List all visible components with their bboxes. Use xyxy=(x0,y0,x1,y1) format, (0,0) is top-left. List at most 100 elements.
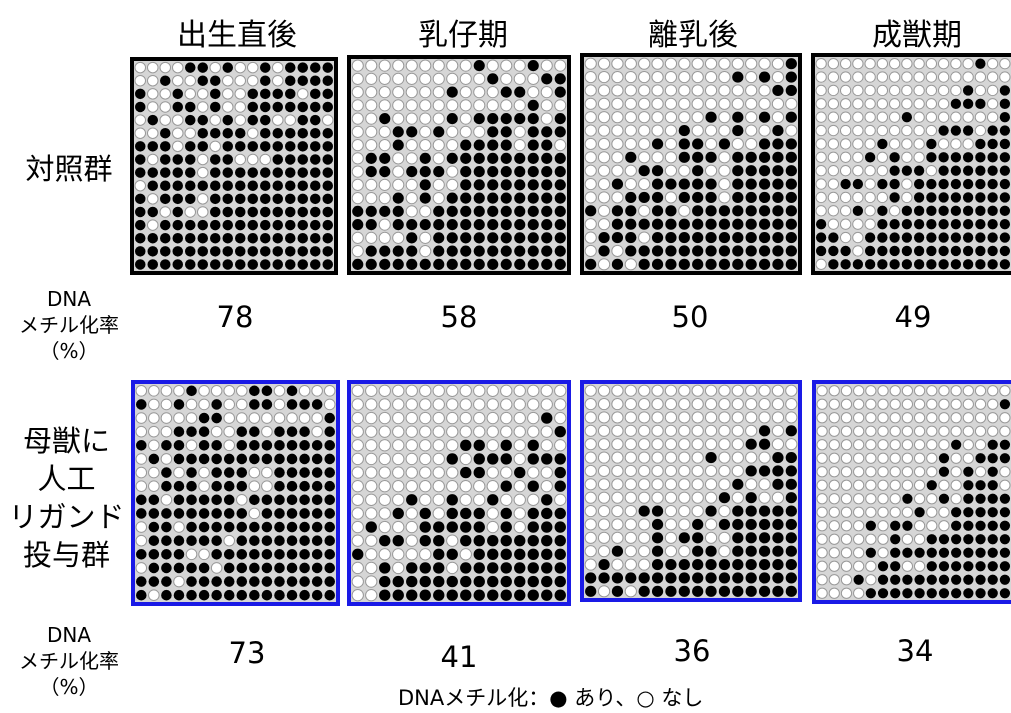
unmethylated-dot xyxy=(718,451,731,464)
methylated-dot xyxy=(147,180,158,191)
unmethylated-dot xyxy=(913,412,926,424)
unmethylated-dot xyxy=(853,385,865,397)
unmethylated-dot xyxy=(419,86,432,99)
methylated-dot xyxy=(299,562,310,574)
unmethylated-dot xyxy=(691,397,704,411)
unmethylated-dot xyxy=(378,480,391,493)
unmethylated-dot xyxy=(446,384,459,397)
unmethylated-dot xyxy=(745,57,758,70)
methylated-dot xyxy=(987,480,998,491)
unmethylated-dot xyxy=(839,205,852,217)
methylated-dot xyxy=(554,480,566,492)
unmethylated-dot xyxy=(864,71,876,83)
methylated-dot xyxy=(419,192,431,204)
methylated-dot xyxy=(889,152,900,163)
unmethylated-dot xyxy=(624,164,637,177)
methylated-dot xyxy=(527,562,539,574)
methylated-dot xyxy=(261,508,273,519)
unmethylated-dot xyxy=(758,397,771,411)
unmethylated-dot xyxy=(184,127,196,139)
unmethylated-dot xyxy=(913,493,926,505)
unmethylated-dot xyxy=(926,439,938,451)
unmethylated-dot xyxy=(950,138,962,150)
methylated-dot xyxy=(585,572,597,584)
methylated-dot xyxy=(527,453,539,465)
methylated-dot xyxy=(460,258,472,270)
methylated-dot xyxy=(692,545,704,557)
methylated-dot xyxy=(554,562,566,574)
methylated-dot xyxy=(962,152,974,163)
methylated-dot xyxy=(772,124,784,137)
methylated-dot xyxy=(938,259,949,270)
methylated-dot xyxy=(914,507,925,518)
unmethylated-dot xyxy=(678,504,691,518)
methylated-dot xyxy=(554,466,566,479)
unmethylated-dot xyxy=(974,124,987,137)
unmethylated-dot xyxy=(889,439,901,451)
methylated-dot xyxy=(745,231,757,244)
methylated-dot xyxy=(611,572,624,584)
methylated-dot xyxy=(274,562,285,574)
unmethylated-dot xyxy=(950,479,962,491)
methylated-dot xyxy=(460,245,472,257)
unmethylated-dot xyxy=(624,57,637,70)
unmethylated-dot xyxy=(311,412,323,424)
methylated-dot xyxy=(285,75,296,86)
methylated-dot xyxy=(514,166,526,178)
methylated-dot xyxy=(487,126,499,138)
methylated-dot xyxy=(527,152,539,164)
methylated-dot xyxy=(235,246,246,257)
methylated-dot xyxy=(651,545,664,557)
unmethylated-dot xyxy=(913,84,925,97)
methylated-dot xyxy=(514,258,526,270)
methylated-dot xyxy=(299,508,310,519)
unmethylated-dot xyxy=(852,138,864,150)
methylated-dot xyxy=(433,521,445,533)
methylated-dot xyxy=(901,259,913,270)
methylated-dot xyxy=(236,426,248,437)
unmethylated-dot xyxy=(745,97,758,110)
unmethylated-dot xyxy=(864,84,876,97)
methylated-dot xyxy=(185,62,196,73)
methylated-dot xyxy=(500,258,512,270)
unmethylated-dot xyxy=(926,385,938,397)
unmethylated-dot xyxy=(247,127,259,139)
unmethylated-dot xyxy=(815,191,827,204)
methylated-dot xyxy=(554,73,566,85)
methylated-dot xyxy=(938,205,949,216)
methylated-dot xyxy=(236,440,248,451)
methylated-dot xyxy=(274,521,285,533)
methylated-dot xyxy=(310,219,321,231)
methylated-dot xyxy=(285,232,296,244)
methylated-dot xyxy=(487,562,499,574)
unmethylated-dot xyxy=(584,518,597,531)
unmethylated-dot xyxy=(365,72,378,85)
unmethylated-dot xyxy=(500,384,513,397)
methylated-dot xyxy=(148,576,160,587)
methylated-dot xyxy=(186,480,197,492)
unmethylated-dot xyxy=(351,561,364,575)
unmethylated-dot xyxy=(852,245,864,257)
unmethylated-dot xyxy=(392,99,405,112)
methylated-dot xyxy=(446,192,458,204)
methylated-dot xyxy=(236,521,248,533)
methylated-dot xyxy=(938,245,949,257)
methylated-dot xyxy=(172,88,183,100)
unmethylated-dot xyxy=(273,385,286,397)
methylated-dot xyxy=(514,548,526,560)
methylated-dot xyxy=(772,532,784,544)
unmethylated-dot xyxy=(323,398,336,411)
methylated-dot xyxy=(297,101,308,113)
unmethylated-dot xyxy=(937,138,950,150)
methylated-dot xyxy=(487,548,499,560)
methylated-dot xyxy=(161,480,172,492)
unmethylated-dot xyxy=(611,438,624,451)
methylated-dot xyxy=(692,151,704,163)
methylated-dot xyxy=(379,245,391,257)
unmethylated-dot xyxy=(840,398,853,410)
unmethylated-dot xyxy=(611,504,624,518)
unmethylated-dot xyxy=(901,533,914,545)
methylated-dot xyxy=(527,179,539,191)
methylated-dot xyxy=(160,154,171,165)
unmethylated-dot xyxy=(678,545,691,558)
